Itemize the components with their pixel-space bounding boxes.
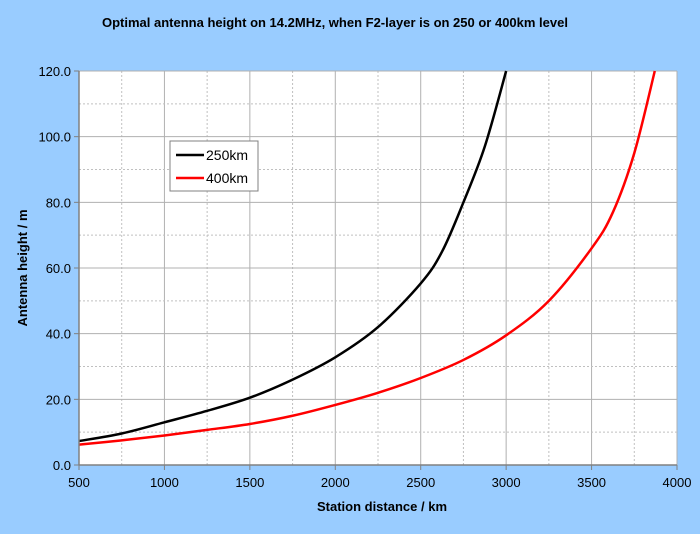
x-tick-label: 4000: [663, 475, 692, 490]
legend-box: [169, 140, 259, 192]
x-tick-label: 2500: [406, 475, 435, 490]
y-tick-label: 20.0: [46, 392, 71, 407]
y-axis-label: Antenna height / m: [15, 210, 30, 327]
y-tick-labels: 0.0 20.0 40.0 60.0 80.0 100.0 120.0: [38, 64, 79, 473]
y-tick-label: 80.0: [46, 195, 71, 210]
x-tick-label: 1000: [150, 475, 179, 490]
x-tick-label: 500: [68, 475, 90, 490]
x-tick-label: 1500: [235, 475, 264, 490]
x-axis-label: Station distance / km: [317, 499, 447, 514]
chart-title: Optimal antenna height on 14.2MHz, when …: [102, 15, 568, 30]
legend-label-400km: 400km: [206, 170, 248, 186]
y-tick-label: 60.0: [46, 261, 71, 276]
x-tick-label: 3000: [492, 475, 521, 490]
legend: 250km 400km: [169, 140, 259, 192]
series-lines: [78, 70, 657, 446]
y-tick-label: 0.0: [53, 458, 71, 473]
y-tick-label: 120.0: [38, 64, 71, 79]
y-tick-label: 40.0: [46, 327, 71, 342]
x-tick-labels: 500 1000 1500 2000 2500 3000 3500 4000: [68, 465, 691, 490]
series-line-400km: [78, 70, 657, 446]
series-line-250km: [78, 70, 508, 443]
legend-label-250km: 250km: [206, 147, 248, 163]
x-tick-label: 2000: [321, 475, 350, 490]
gridlines: [79, 70, 678, 465]
x-tick-label: 3500: [577, 475, 606, 490]
y-tick-label: 100.0: [38, 130, 71, 145]
